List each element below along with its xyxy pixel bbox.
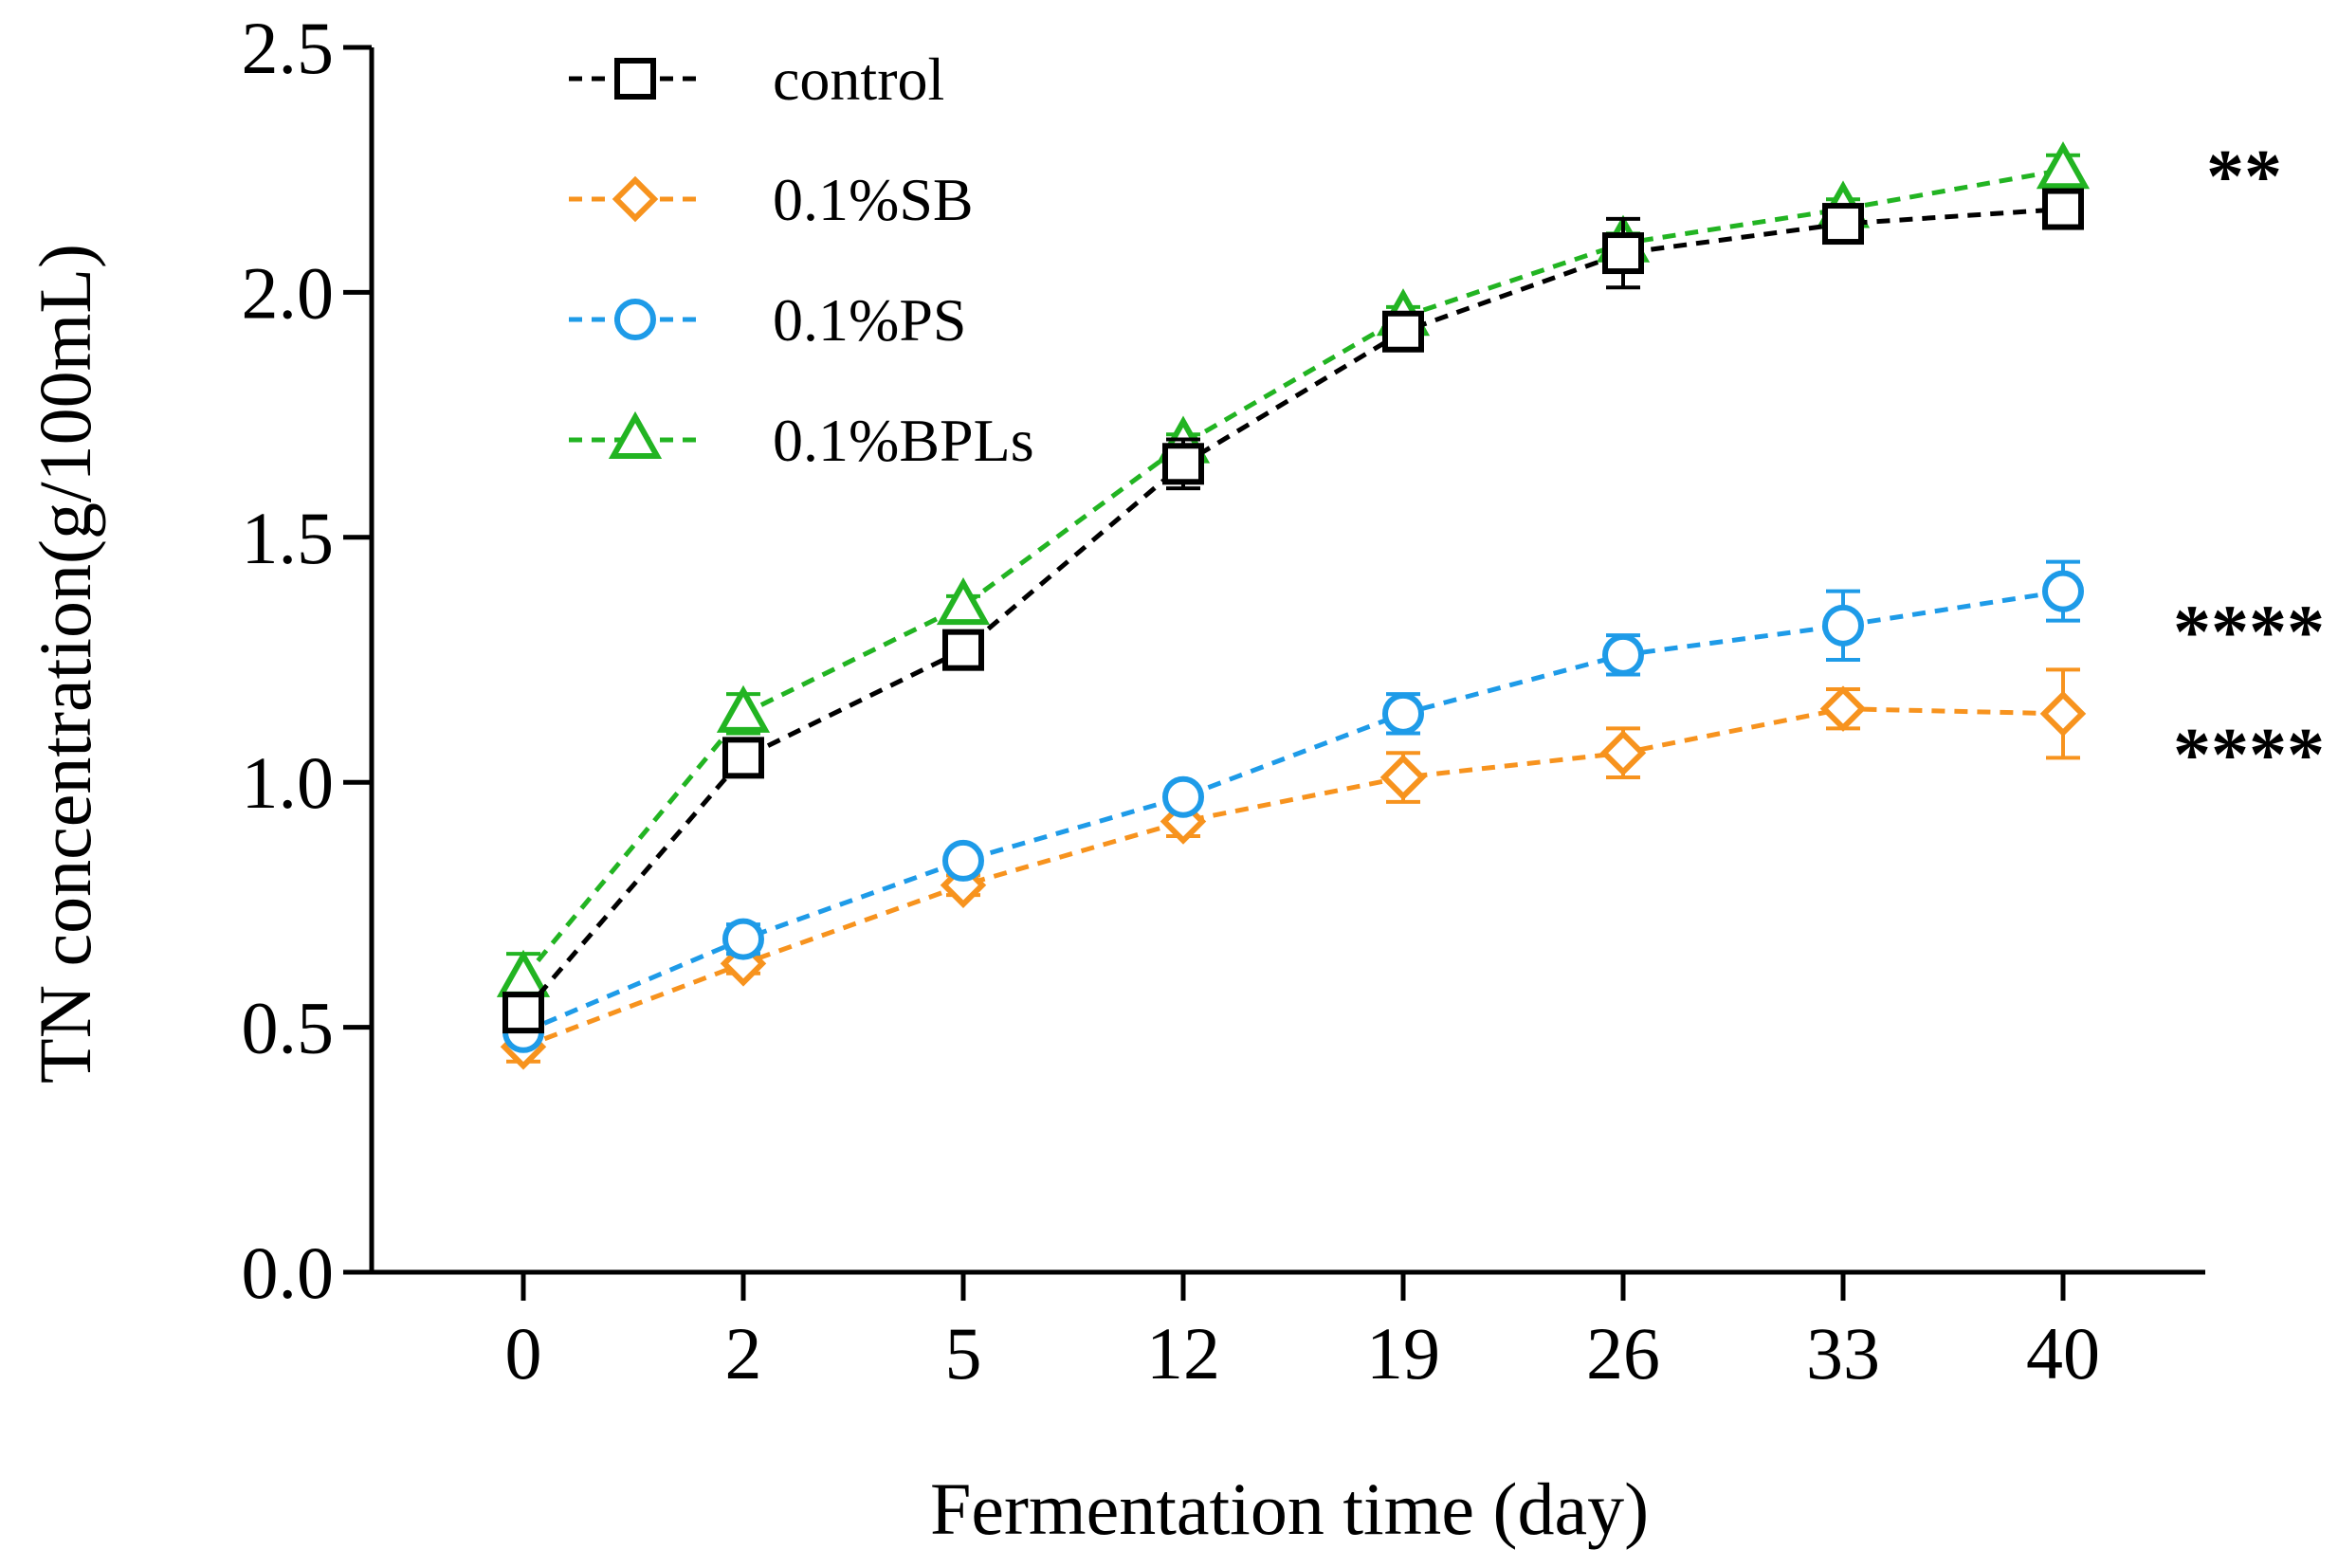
data-point [1379, 754, 1427, 801]
data-point [1602, 232, 1644, 275]
legend-marker [612, 175, 659, 223]
x-axis-title: Fermentation time (day) [930, 1468, 1649, 1550]
y-tick-label: 2.0 [242, 251, 335, 334]
axes [369, 47, 2205, 1275]
legend-label: 0.1%SB [773, 166, 974, 233]
data-point [942, 839, 984, 882]
legend-label: 0.1%PS [773, 286, 967, 354]
data-point [1819, 685, 1867, 732]
legend-label: 0.1%BPLs [773, 407, 1034, 474]
data-point [2042, 188, 2084, 230]
legend-marker [614, 58, 656, 100]
x-tick-label: 12 [1146, 1312, 1220, 1395]
legend-label: control [773, 46, 944, 113]
data-point [936, 577, 991, 626]
x-tick-label: 26 [1586, 1312, 1660, 1395]
data-point [1382, 692, 1424, 735]
data-point [2036, 141, 2091, 190]
data-point [1382, 310, 1424, 353]
significance-annotations: ********** [2173, 136, 2325, 797]
y-axis-title: TN concentration(g/100mL) [24, 244, 106, 1084]
x-tick-label: 33 [1806, 1312, 1880, 1395]
y-tick-label: 1.0 [242, 741, 335, 824]
legend-marker [614, 299, 656, 340]
y-tick-label: 0.0 [242, 1231, 335, 1314]
x-ticks: 0 2 5 12 19 26 33 40 [505, 1272, 2100, 1395]
legend: control 0.1%SB 0.1%PS 0.1%BPLs [569, 46, 1034, 474]
significance-label: **** [2173, 592, 2325, 675]
data-point [942, 629, 984, 671]
data-point [722, 737, 764, 779]
significance-label: ** [2206, 136, 2282, 219]
data-point [1162, 443, 1204, 485]
series-line [522, 589, 2064, 1035]
x-tick-label: 2 [725, 1312, 762, 1395]
legend-marker [608, 410, 663, 459]
x-tick-label: 0 [505, 1312, 542, 1395]
series-control [502, 188, 2084, 1034]
data-point [722, 918, 764, 960]
x-tick-label: 40 [2026, 1312, 2100, 1395]
data-point [2039, 690, 2087, 738]
x-tick-label: 19 [1366, 1312, 1440, 1395]
series-0.1%BPLs [496, 141, 2091, 1005]
data-point [2042, 570, 2084, 612]
significance-label: **** [2173, 714, 2325, 797]
y-tick-label: 2.5 [242, 7, 335, 89]
data-point [1822, 604, 1864, 647]
x-tick-label: 5 [945, 1312, 982, 1395]
data-point [1602, 633, 1644, 676]
y-ticks: 0.0 0.5 1.0 1.5 2.0 2.5 [242, 7, 372, 1314]
data-point [1822, 203, 1864, 246]
series-line [522, 706, 2064, 1049]
series-layer [496, 141, 2091, 1070]
data-point [1162, 775, 1204, 818]
data-point [1599, 729, 1647, 776]
y-tick-label: 1.5 [242, 497, 335, 579]
data-point [502, 992, 544, 1034]
y-tick-label: 0.5 [242, 987, 335, 1069]
series-line [521, 167, 2064, 980]
data-point [716, 684, 771, 733]
